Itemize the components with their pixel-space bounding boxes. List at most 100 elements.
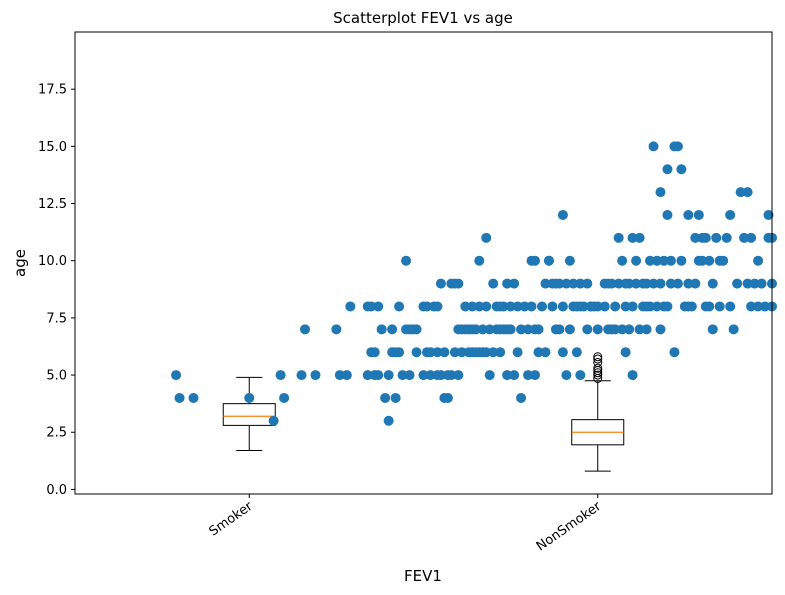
scatter-point	[568, 278, 579, 289]
scatter-point	[728, 324, 739, 335]
boxplot-outlier	[593, 363, 603, 373]
scatter-point	[547, 301, 558, 312]
scatter-point	[519, 301, 530, 312]
scatter-point	[655, 324, 666, 335]
scatter-point	[582, 278, 593, 289]
scatter-point	[676, 164, 687, 175]
scatter-point	[641, 278, 652, 289]
x-axis-label: FEV1	[404, 567, 442, 585]
scatter-point	[742, 187, 753, 198]
scatter-point	[683, 301, 694, 312]
scatter-point	[672, 278, 683, 289]
scatter-point	[613, 278, 624, 289]
scatter-point	[387, 324, 398, 335]
scatter-point	[418, 370, 429, 381]
scatter-point	[707, 324, 718, 335]
y-tick-label: 0.0	[46, 483, 67, 498]
scatter-point	[174, 392, 185, 403]
scatter-point	[557, 301, 568, 312]
scatter-point	[617, 255, 628, 266]
scatter-point	[421, 301, 432, 312]
boxplot-1	[222, 376, 276, 452]
scatter-point	[488, 278, 499, 289]
scatter-point	[502, 278, 513, 289]
scatter-point	[651, 301, 662, 312]
scatter-point	[474, 301, 485, 312]
y-tick-label: 7.5	[46, 311, 67, 326]
scatter-point	[401, 255, 412, 266]
scatter-point	[481, 301, 492, 312]
scatter-point	[648, 141, 659, 152]
scatter-point	[627, 301, 638, 312]
scatter-point	[575, 278, 586, 289]
scatter-point	[554, 278, 565, 289]
scatter-point	[735, 187, 746, 198]
scatter-point	[700, 232, 711, 243]
scatter-point	[300, 324, 311, 335]
scatter-point	[683, 278, 694, 289]
scatter-point	[439, 347, 450, 358]
scatter-point	[690, 278, 701, 289]
scatter-point	[732, 278, 743, 289]
scatter-point	[624, 324, 635, 335]
scatter-point	[641, 301, 652, 312]
scatter-point	[557, 209, 568, 220]
scatter-point	[449, 347, 460, 358]
scatter-point	[481, 347, 492, 358]
scatter-point	[498, 301, 509, 312]
scatter-point	[533, 347, 544, 358]
scatter-point	[331, 324, 342, 335]
scatter-point	[366, 301, 377, 312]
scatter-point	[704, 301, 715, 312]
scatter-point	[268, 415, 279, 426]
scatter-point	[665, 278, 676, 289]
scatter-point	[275, 370, 286, 381]
scatter-point	[394, 347, 405, 358]
scatter-point	[662, 209, 673, 220]
scatter-point	[693, 209, 704, 220]
scatter-point	[645, 255, 656, 266]
plot-layer	[171, 141, 777, 472]
boxplot-box	[222, 403, 276, 426]
scatter-point	[505, 301, 516, 312]
scatter-point	[536, 301, 547, 312]
scatter-point	[613, 232, 624, 243]
boxplot-outlier	[593, 370, 603, 380]
scatter-point	[578, 301, 589, 312]
scatter-point	[345, 301, 356, 312]
scatter-point	[749, 278, 760, 289]
scatter-point	[540, 347, 551, 358]
scatter-point	[341, 370, 352, 381]
plot-frame	[74, 31, 773, 495]
scatter-point	[188, 392, 199, 403]
scatter-point	[394, 301, 405, 312]
scatter-point	[665, 255, 676, 266]
scatter-point	[610, 324, 621, 335]
boxplot-outlier	[593, 354, 603, 364]
scatter-point	[753, 255, 764, 266]
scatter-point	[432, 347, 443, 358]
scatter-point	[634, 232, 645, 243]
boxplot-outlier	[593, 352, 603, 362]
scatter-point	[651, 255, 662, 266]
scatter-point	[380, 392, 391, 403]
scatter-point	[641, 324, 652, 335]
scatter-point	[310, 370, 321, 381]
scatter-point	[530, 255, 541, 266]
scatter-point	[672, 141, 683, 152]
boxplot-2	[571, 352, 625, 472]
scatter-point	[373, 370, 384, 381]
scatter-point	[721, 232, 732, 243]
scatter-point	[467, 301, 478, 312]
scatter-point	[697, 255, 708, 266]
scatter-point	[362, 370, 373, 381]
scatter-point	[334, 370, 345, 381]
scatter-point	[411, 347, 422, 358]
scatter-point	[561, 370, 572, 381]
scatter-point	[512, 301, 523, 312]
scatter-point	[516, 392, 527, 403]
scatter-point	[453, 278, 464, 289]
y-tick-label: 5.0	[46, 369, 67, 384]
